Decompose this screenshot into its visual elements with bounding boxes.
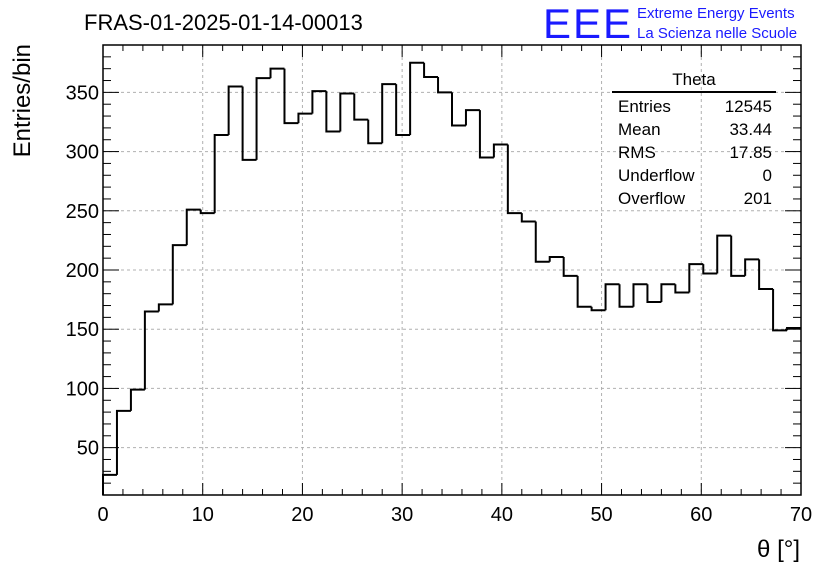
histogram-bin bbox=[437, 76, 452, 94]
histogram-bin bbox=[269, 67, 285, 79]
y-tick-label: 300 bbox=[66, 142, 99, 164]
stats-value: 33.44 bbox=[729, 120, 772, 139]
stats-row-mean: Mean 33.44 bbox=[612, 119, 776, 142]
logo-line-1: Extreme Energy Events bbox=[637, 5, 795, 22]
histogram-bin bbox=[702, 264, 718, 275]
x-tick-label: 30 bbox=[391, 504, 413, 526]
histogram-bin bbox=[576, 275, 592, 308]
histogram-bin bbox=[311, 90, 327, 114]
histogram-bin bbox=[716, 234, 732, 274]
histogram-bin bbox=[353, 93, 369, 121]
histogram-bin bbox=[213, 134, 229, 214]
histogram-bin bbox=[451, 92, 466, 127]
histogram-bin bbox=[367, 119, 383, 145]
x-tick-label: 10 bbox=[192, 504, 214, 526]
histogram-bin bbox=[534, 221, 550, 263]
stats-value: 201 bbox=[743, 189, 772, 208]
stats-value: 0 bbox=[762, 166, 772, 185]
histogram-bin bbox=[395, 84, 411, 136]
stats-row-rms: RMS 17.85 bbox=[612, 142, 776, 165]
stats-box: Theta Entries 12545 Mean 33.44 RMS 17.85 Under… bbox=[612, 70, 776, 211]
histogram-bin bbox=[548, 255, 564, 262]
histogram-bin bbox=[227, 85, 243, 135]
histogram-bin bbox=[604, 283, 620, 311]
histogram-bin bbox=[241, 86, 257, 161]
stats-value: 17.85 bbox=[729, 143, 772, 162]
stats-label: RMS bbox=[618, 143, 656, 162]
histogram-bin bbox=[171, 244, 187, 305]
y-tick-label: 100 bbox=[66, 378, 99, 400]
histogram-bin bbox=[688, 263, 704, 293]
y-tick-label: 250 bbox=[66, 201, 99, 223]
histogram-bin bbox=[199, 209, 215, 215]
histogram-bin bbox=[646, 284, 662, 303]
x-axis-label: θ [°] bbox=[757, 536, 800, 563]
y-tick-label: 200 bbox=[66, 260, 99, 282]
stats-label: Underflow bbox=[618, 166, 695, 185]
histogram-bin bbox=[744, 258, 760, 276]
stats-row-underflow: Underflow 0 bbox=[612, 165, 776, 188]
stats-label: Entries bbox=[618, 97, 671, 116]
histogram-bin bbox=[283, 68, 299, 125]
histogram-bin bbox=[185, 208, 201, 246]
histogram-bin bbox=[618, 284, 634, 308]
histogram-bin bbox=[478, 110, 494, 159]
histogram-bin bbox=[520, 213, 536, 223]
logo-line-2: La Scienza nelle Scuole bbox=[637, 25, 798, 42]
histogram-bars bbox=[102, 61, 801, 495]
x-tick-label: 0 bbox=[97, 504, 108, 526]
histogram-bin bbox=[660, 283, 676, 302]
x-tick-label: 50 bbox=[590, 504, 612, 526]
histogram-bin bbox=[102, 473, 117, 495]
x-tick-label: 60 bbox=[690, 504, 712, 526]
grid-lines bbox=[103, 45, 801, 495]
histogram-bin bbox=[143, 310, 159, 390]
y-tick-label: 50 bbox=[77, 438, 99, 460]
logo-mark: EEE bbox=[543, 0, 634, 47]
histogram-bin bbox=[409, 61, 425, 135]
histogram-bin bbox=[423, 62, 439, 78]
histogram-bin bbox=[674, 284, 690, 294]
histogram-bin bbox=[590, 306, 606, 312]
eee-logo: EEE Extreme Energy Events La Scienza nel… bbox=[543, 0, 833, 47]
histogram-bin bbox=[325, 91, 341, 133]
histogram-bin bbox=[339, 92, 355, 132]
stats-row-overflow: Overflow 201 bbox=[612, 188, 776, 211]
axes: 0 10 20 30 40 50 60 70 50 100 150 200 250 300 350 bbox=[66, 44, 812, 526]
histogram-bin bbox=[464, 109, 480, 126]
histogram-bin bbox=[506, 144, 522, 215]
y-axis-label: Entries/bin bbox=[9, 44, 36, 157]
histogram-bin bbox=[730, 235, 746, 277]
x-tick-label: 20 bbox=[291, 504, 313, 526]
stats-label: Mean bbox=[618, 120, 661, 139]
histogram-bin bbox=[772, 288, 788, 332]
histogram-bin bbox=[381, 83, 397, 144]
histogram-bin bbox=[129, 388, 145, 411]
y-tick-label: 150 bbox=[66, 319, 99, 341]
histogram-bin bbox=[632, 283, 648, 307]
x-tick-label: 70 bbox=[790, 504, 812, 526]
stats-row-entries: Entries 12545 bbox=[612, 96, 776, 119]
x-tick-label: 40 bbox=[491, 504, 513, 526]
histogram-bin bbox=[758, 259, 774, 290]
stats-value: 12545 bbox=[724, 97, 772, 116]
histogram-bin bbox=[562, 256, 578, 277]
histogram-bin bbox=[115, 409, 131, 475]
y-tick-label: 350 bbox=[66, 82, 99, 104]
histogram-bin bbox=[492, 143, 508, 158]
stats-title: Theta bbox=[612, 70, 776, 93]
stats-rows: Entries 12545 Mean 33.44 RMS 17.85 Underflow 0 O… bbox=[612, 96, 776, 211]
stats-label: Overflow bbox=[618, 189, 686, 208]
histogram-bin bbox=[297, 112, 313, 124]
plot-title: FRAS-01-2025-01-14-00013 bbox=[84, 10, 363, 35]
histogram-bin bbox=[157, 303, 173, 312]
histogram-bin bbox=[255, 77, 271, 160]
